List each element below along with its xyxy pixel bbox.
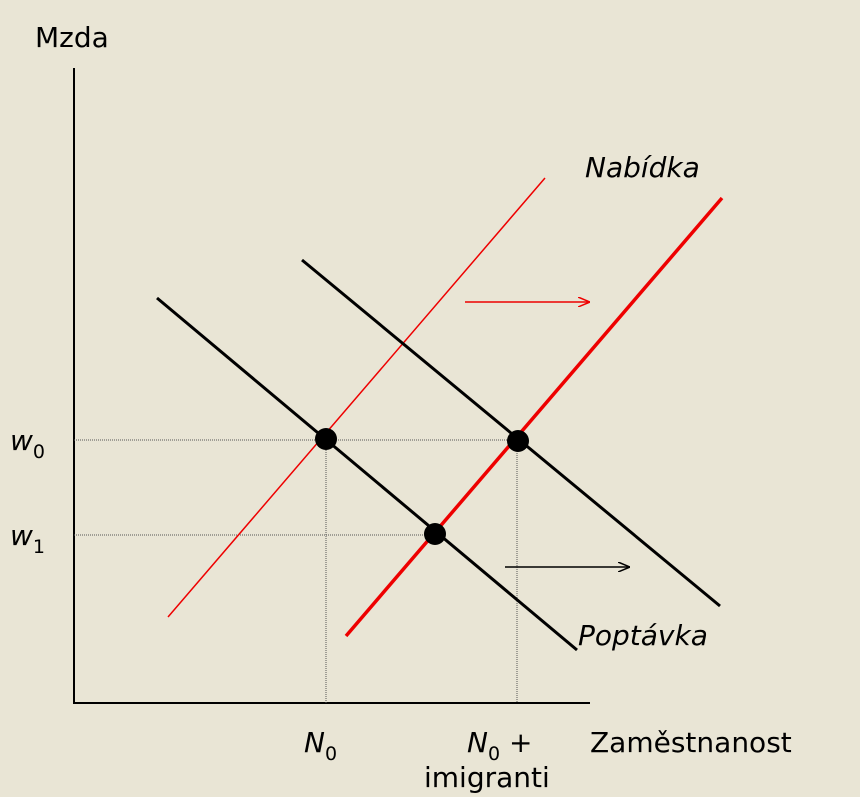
supply-old bbox=[167, 177, 546, 618]
y-axis-label: Mzda bbox=[35, 21, 109, 54]
label-sub: 0 bbox=[488, 743, 500, 765]
n1-label-line2: imigranti bbox=[424, 761, 550, 794]
label-sub: 0 bbox=[325, 743, 337, 765]
guides bbox=[74, 439, 518, 703]
n0-label: N0 bbox=[304, 726, 337, 765]
equilibrium-point bbox=[315, 428, 337, 450]
demand-label: Poptávka bbox=[578, 619, 708, 652]
equilibrium-point bbox=[507, 430, 529, 452]
label-base: N bbox=[304, 726, 325, 759]
label-sub: 0 bbox=[33, 441, 45, 463]
supply-new bbox=[344, 196, 724, 638]
label-base: w bbox=[10, 519, 33, 552]
supply-label: Nabídka bbox=[585, 151, 700, 184]
label-base: w bbox=[10, 424, 33, 457]
n1-label: N0 + bbox=[467, 726, 532, 765]
w0-label: w0 bbox=[10, 424, 45, 463]
x-axis-label: Zaměstnanost bbox=[590, 726, 792, 759]
equilibrium-point bbox=[424, 523, 446, 545]
demand-old bbox=[156, 296, 578, 652]
w1-label: w1 bbox=[10, 519, 45, 558]
label-sub: 1 bbox=[33, 536, 45, 558]
label-base: N bbox=[467, 726, 488, 759]
label-suffix: + bbox=[500, 726, 532, 759]
